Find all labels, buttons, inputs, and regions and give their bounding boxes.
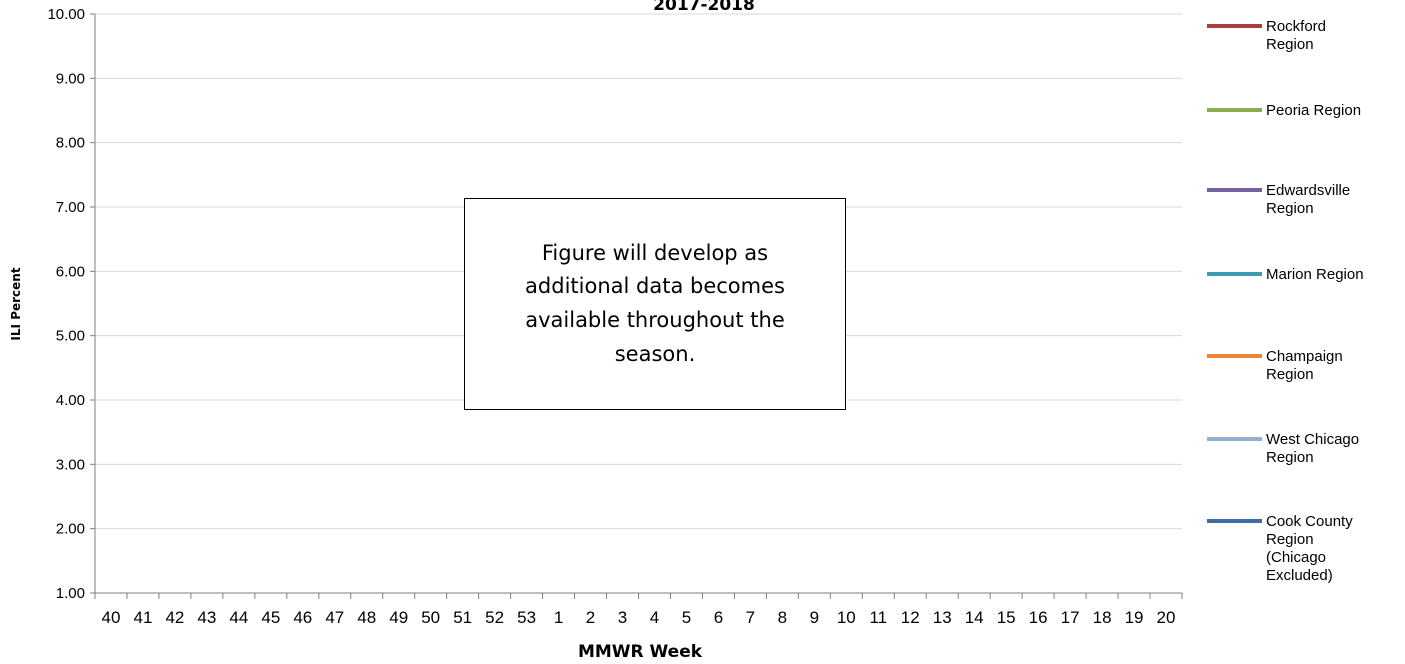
x-tick-label-8: 8 <box>778 608 787 627</box>
x-tick-label-5: 5 <box>682 608 691 627</box>
x-tick-label-53: 53 <box>517 608 536 627</box>
x-axis-label: MMWR Week <box>578 642 703 662</box>
x-tick-label-15: 15 <box>997 608 1016 627</box>
x-tick-label-9: 9 <box>810 608 819 627</box>
legend-label-1: Peoria Region <box>1266 102 1361 119</box>
y-tick-label-7: 8.00 <box>56 135 85 152</box>
x-tick-label-45: 45 <box>261 608 280 627</box>
legend: Rockford Region Peoria Region Edwardsville R… <box>1207 18 1364 584</box>
x-tick-label-51: 51 <box>453 608 472 627</box>
x-tick-label-42: 42 <box>165 608 184 627</box>
x-tick-label-2: 2 <box>586 608 595 627</box>
x-tick-label-46: 46 <box>293 608 312 627</box>
x-tick-label-41: 41 <box>133 608 152 627</box>
x-tick-label-3: 3 <box>618 608 627 627</box>
y-tick-label-5: 6.00 <box>56 263 85 280</box>
annotation-text: Figure will develop as additional data b… <box>525 240 785 366</box>
x-tick-label-49: 49 <box>389 608 408 627</box>
legend-item-6: Cook County Region (Chicago Excluded) <box>1207 513 1353 584</box>
x-tick-label-6: 6 <box>714 608 723 627</box>
legend-item-1: Peoria Region <box>1207 102 1361 119</box>
x-tick-label-48: 48 <box>357 608 376 627</box>
y-tick-label-4: 5.00 <box>56 328 85 345</box>
x-tick-label-19: 19 <box>1125 608 1144 627</box>
legend-item-2: Edwardsville Region <box>1207 182 1350 217</box>
annotation-box: Figure will develop as additional data b… <box>464 198 846 410</box>
x-tick-labels: 40 41 42 43 44 45 46 47 48 49 50 51 52 53 1 2 3 4 5 6 7 8 9 10 1… <box>102 608 1176 627</box>
y-tick-label-8: 9.00 <box>56 70 85 87</box>
legend-label-4: Champaign Region <box>1266 348 1343 383</box>
y-tick-label-2: 3.00 <box>56 456 85 473</box>
y-tick-label-9: 10.00 <box>47 6 85 23</box>
x-tick-label-14: 14 <box>965 608 984 627</box>
x-tick-label-20: 20 <box>1157 608 1176 627</box>
y-tick-label-6: 7.00 <box>56 199 85 216</box>
x-tick-label-16: 16 <box>1029 608 1048 627</box>
legend-item-5: West Chicago Region <box>1207 431 1359 466</box>
y-tick-labels: 1.00 2.00 3.00 4.00 5.00 6.00 7.00 8.00 9.00 10.0… <box>47 6 85 602</box>
y-tick-label-3: 4.00 <box>56 392 85 409</box>
legend-item-3: Marion Region <box>1207 266 1364 283</box>
x-tick-label-17: 17 <box>1061 608 1080 627</box>
x-tick-label-44: 44 <box>229 608 248 627</box>
legend-label-6: Cook County Region (Chicago Excluded) <box>1266 513 1353 584</box>
x-tick-label-10: 10 <box>837 608 856 627</box>
x-tick-label-13: 13 <box>933 608 952 627</box>
x-tick-label-12: 12 <box>901 608 920 627</box>
legend-label-2: Edwardsville Region <box>1266 182 1350 217</box>
x-tick-label-50: 50 <box>421 608 440 627</box>
x-tick-label-40: 40 <box>102 608 121 627</box>
legend-label-5: West Chicago Region <box>1266 431 1359 466</box>
x-tick-label-1: 1 <box>554 608 563 627</box>
chart-title: 2017-2018 <box>653 0 755 15</box>
x-tick-label-7: 7 <box>746 608 755 627</box>
y-tick-label-1: 2.00 <box>56 521 85 538</box>
x-tick-label-43: 43 <box>197 608 216 627</box>
x-tick-label-11: 11 <box>869 608 887 627</box>
axes <box>90 13 1183 599</box>
legend-label-3: Marion Region <box>1266 266 1364 283</box>
x-tick-label-52: 52 <box>485 608 504 627</box>
x-tick-label-47: 47 <box>325 608 344 627</box>
legend-item-4: Champaign Region <box>1207 348 1343 383</box>
legend-label-0: Rockford Region <box>1266 18 1326 53</box>
legend-item-0: Rockford Region <box>1207 18 1326 53</box>
y-axis-label: ILI Percent <box>9 267 23 340</box>
y-tick-label-0: 1.00 <box>56 585 85 602</box>
x-tick-label-4: 4 <box>650 608 659 627</box>
x-tick-label-18: 18 <box>1093 608 1112 627</box>
